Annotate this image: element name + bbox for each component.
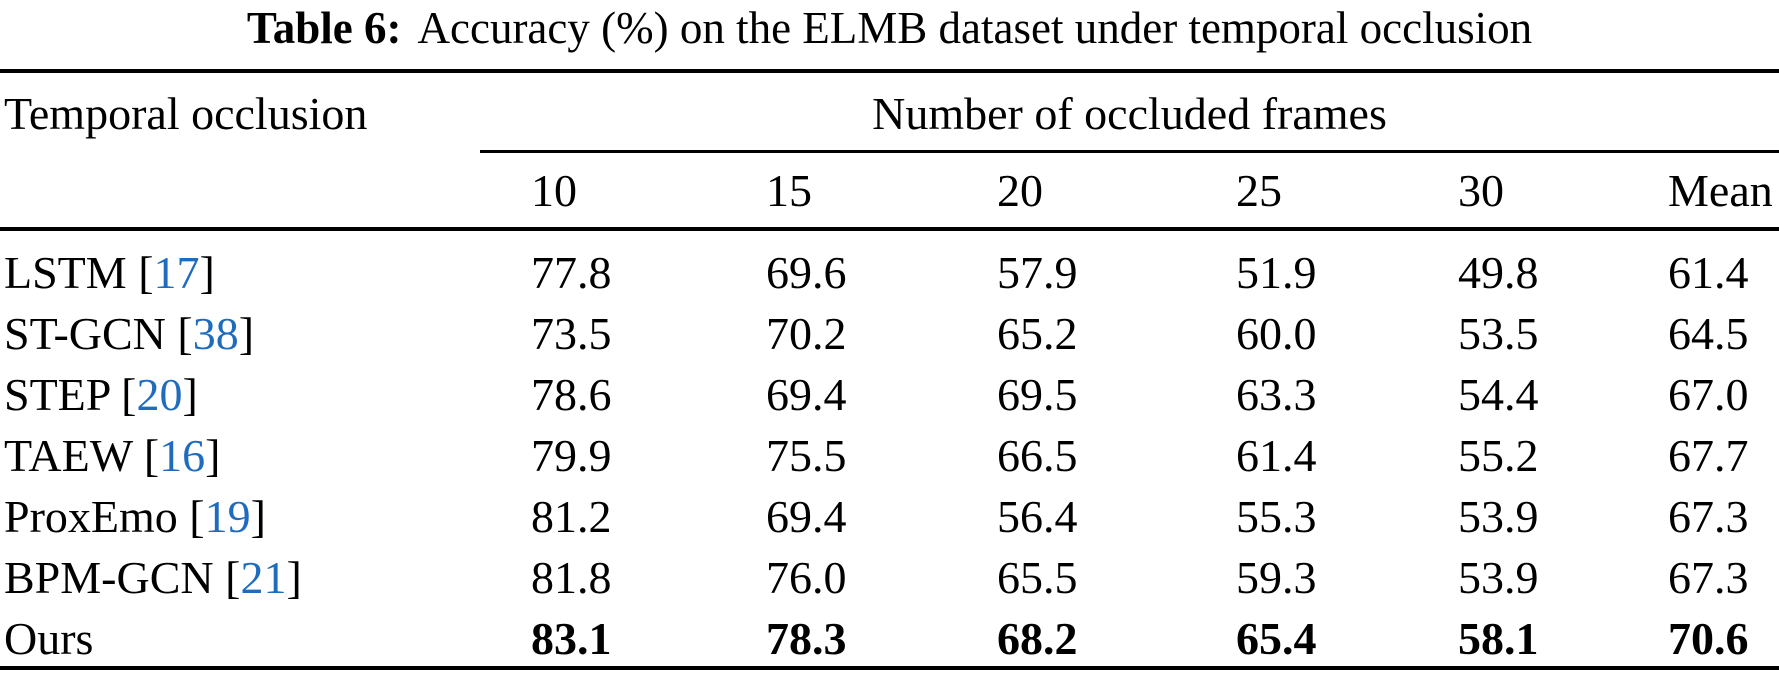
value-cell: 65.2: [997, 308, 1078, 359]
table-row: Ours 83.1 78.3 68.2 65.4 58.1 70.6: [0, 608, 1779, 669]
value-cell: 69.4: [766, 491, 847, 542]
top-rule: [0, 69, 1779, 73]
value-cell: 59.3: [1236, 552, 1317, 603]
table-caption: Table 6: Accuracy (%) on the ELMB dataset…: [0, 0, 1779, 56]
table-caption-text: Accuracy (%) on the ELMB dataset under t…: [417, 3, 1533, 53]
value-cell: 65.5: [997, 552, 1078, 603]
table-row: ST-GCN [38] 73.5 70.2 65.2 60.0 53.5 64.5: [0, 303, 1779, 364]
value-cell: 61.4: [1236, 430, 1317, 481]
value-cell: 61.4: [1668, 247, 1749, 298]
citation-bracket: [: [177, 491, 205, 542]
value-cell: 57.9: [997, 247, 1078, 298]
value-cell: 55.2: [1458, 430, 1539, 481]
table-row: ProxEmo [19] 81.2 69.4 56.4 55.3 53.9 67.3: [0, 486, 1779, 547]
method-name: STEP [20]: [4, 369, 198, 420]
method-name: ST-GCN [38]: [4, 308, 255, 359]
value-cell: 53.9: [1458, 552, 1539, 603]
citation-bracket: [: [126, 247, 154, 298]
value-cell: 79.9: [531, 430, 612, 481]
value-cell: 65.4: [1236, 613, 1317, 664]
citation-bracket: [: [213, 552, 241, 603]
citation-bracket: ]: [250, 491, 266, 542]
citation-bracket: [: [109, 369, 137, 420]
value-cell: 53.5: [1458, 308, 1539, 359]
value-cell: 67.3: [1668, 552, 1749, 603]
value-cell: 78.6: [531, 369, 612, 420]
value-cell: 77.8: [531, 247, 612, 298]
value-cell: 67.7: [1668, 430, 1749, 481]
value-cell: 51.9: [1236, 247, 1317, 298]
citation-link[interactable]: 16: [159, 430, 206, 481]
citation-link[interactable]: 19: [204, 491, 251, 542]
value-cell: 58.1: [1458, 613, 1539, 664]
value-cell: 53.9: [1458, 491, 1539, 542]
column-header: 20: [997, 165, 1043, 216]
table-caption-label: Table 6:: [246, 3, 402, 53]
value-cell: 66.5: [997, 430, 1078, 481]
value-cell: 55.3: [1236, 491, 1317, 542]
cmid-rule: [480, 150, 1779, 153]
method-name: LSTM [17]: [4, 247, 215, 298]
value-cell: 69.6: [766, 247, 847, 298]
value-cell: 76.0: [766, 552, 847, 603]
value-cell: 49.8: [1458, 247, 1539, 298]
value-cell: 73.5: [531, 308, 612, 359]
citation-link[interactable]: 20: [136, 369, 183, 420]
value-cell: 70.2: [766, 308, 847, 359]
value-cell: 54.4: [1458, 369, 1539, 420]
value-cell: 60.0: [1236, 308, 1317, 359]
column-group-header: Number of occluded frames: [872, 88, 1387, 139]
bottom-rule: [0, 666, 1779, 670]
citation-bracket: ]: [205, 430, 221, 481]
value-cell: 68.2: [997, 613, 1078, 664]
citation-bracket: ]: [199, 247, 215, 298]
column-headers-row: 10 15 20 25 30 Mean: [0, 164, 1779, 218]
citation-link[interactable]: 17: [153, 247, 200, 298]
value-cell: 56.4: [997, 491, 1078, 542]
citation-bracket: ]: [182, 369, 198, 420]
method-name: ProxEmo [19]: [4, 491, 266, 542]
method-name: Ours: [4, 613, 94, 664]
method-name: BPM-GCN [21]: [4, 552, 302, 603]
column-header: 25: [1236, 165, 1282, 216]
value-cell: 69.4: [766, 369, 847, 420]
column-header: 10: [531, 165, 577, 216]
table-row: LSTM [17] 77.8 69.6 57.9 51.9 49.8 61.4: [0, 242, 1779, 303]
value-cell: 75.5: [766, 430, 847, 481]
value-cell: 63.3: [1236, 369, 1317, 420]
table-row: TAEW [16] 79.9 75.5 66.5 61.4 55.2 67.7: [0, 425, 1779, 486]
citation-bracket: ]: [286, 552, 302, 603]
column-header: 15: [766, 165, 812, 216]
citation-bracket: [: [165, 308, 193, 359]
value-cell: 70.6: [1668, 613, 1749, 664]
value-cell: 69.5: [997, 369, 1078, 420]
table-row: STEP [20] 78.6 69.4 69.5 63.3 54.4 67.0: [0, 364, 1779, 425]
column-header: Mean: [1668, 165, 1773, 216]
value-cell: 81.2: [531, 491, 612, 542]
method-name: TAEW [16]: [4, 430, 221, 481]
citation-bracket: ]: [238, 308, 255, 359]
value-cell: 67.3: [1668, 491, 1749, 542]
citation-link[interactable]: 21: [240, 552, 287, 603]
value-cell: 81.8: [531, 552, 612, 603]
table-row: BPM-GCN [21] 81.8 76.0 65.5 59.3 53.9 67.3: [0, 547, 1779, 608]
value-cell: 78.3: [766, 613, 847, 664]
value-cell: 83.1: [531, 613, 612, 664]
citation-bracket: [: [132, 430, 160, 481]
citation-link[interactable]: 38: [192, 308, 239, 359]
column-header: 30: [1458, 165, 1504, 216]
header-rule: [0, 227, 1779, 231]
column-header-method: Temporal occlusion: [4, 88, 368, 139]
value-cell: 67.0: [1668, 369, 1749, 420]
value-cell: 64.5: [1668, 308, 1749, 359]
